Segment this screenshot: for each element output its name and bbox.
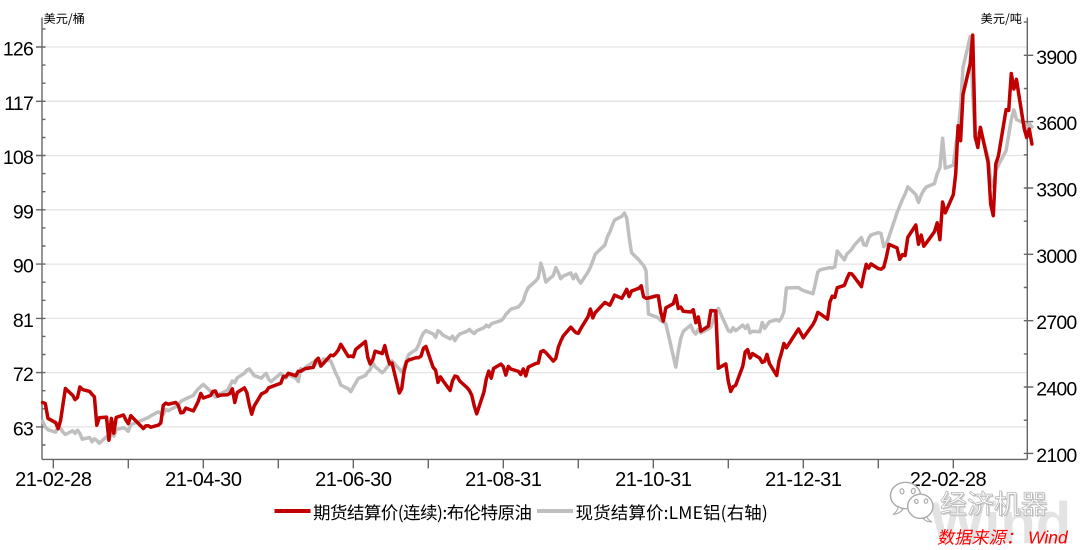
svg-text:108: 108 (3, 147, 33, 169)
svg-text:3000: 3000 (1036, 246, 1077, 268)
svg-text:2700: 2700 (1036, 312, 1077, 334)
svg-text:21-08-31: 21-08-31 (465, 469, 542, 491)
svg-text:3900: 3900 (1036, 47, 1077, 69)
svg-text:126: 126 (3, 39, 33, 61)
svg-text:81: 81 (13, 310, 33, 332)
svg-text:2400: 2400 (1036, 379, 1077, 401)
svg-text:21-06-30: 21-06-30 (315, 469, 392, 491)
svg-text:3600: 3600 (1036, 113, 1077, 135)
svg-text:3300: 3300 (1036, 180, 1077, 202)
svg-text:2100: 2100 (1036, 445, 1077, 467)
svg-text:90: 90 (13, 256, 34, 278)
svg-text:117: 117 (4, 93, 33, 115)
svg-text:99: 99 (13, 201, 33, 223)
svg-text:21-02-28: 21-02-28 (15, 469, 92, 491)
svg-text:21-10-31: 21-10-31 (615, 469, 692, 491)
svg-text:63: 63 (13, 418, 33, 440)
svg-text:Wind: Wind (1028, 528, 1069, 548)
svg-text:22-02-28: 22-02-28 (910, 469, 987, 491)
svg-text:21-12-31: 21-12-31 (765, 469, 842, 491)
svg-text:72: 72 (13, 364, 33, 386)
svg-text:21-04-30: 21-04-30 (165, 469, 242, 491)
